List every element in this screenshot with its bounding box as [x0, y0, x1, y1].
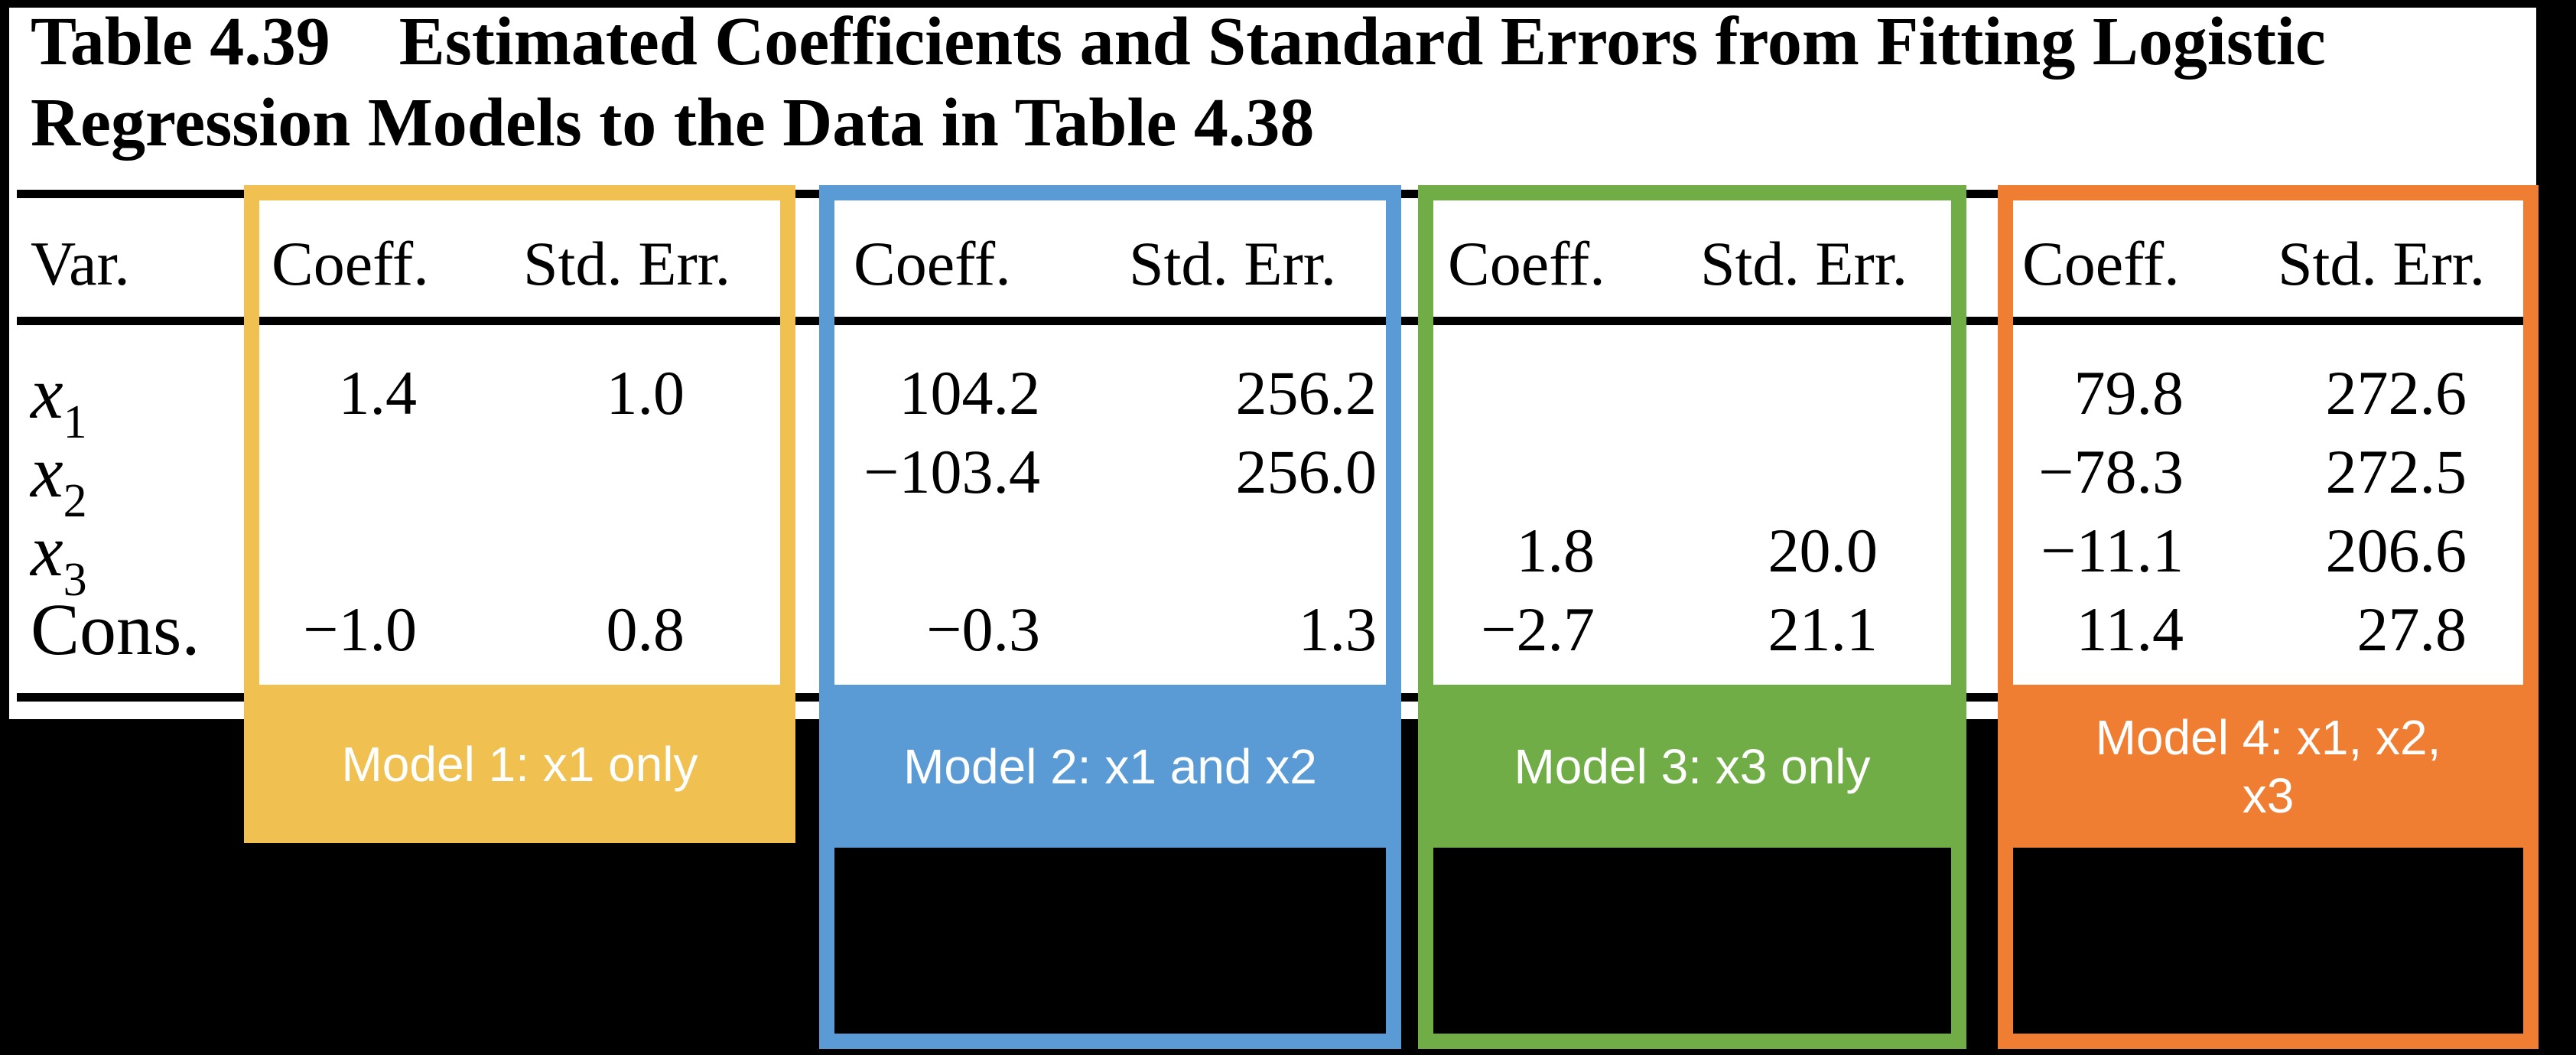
model1-stderr-cons: 0.8 [606, 594, 685, 664]
model4-label: Model 4: x1, x2, x3 [2095, 709, 2441, 823]
model4-coeff-x1: 79.8 [2073, 358, 2184, 428]
table-row-x1: x1 1.4 1.0 104.2 256.2 79.8 272.6 [9, 352, 2536, 448]
model4-highlight-box: Model 4: x1, x2, x3 [1998, 185, 2539, 1049]
table-rule-mid [17, 317, 2527, 325]
table-row-x2: x2 −103.4 256.0 −78.3 272.5 [9, 431, 2536, 527]
model2-stderr-cons: 1.3 [1298, 594, 1377, 664]
model3-label: Model 3: x3 only [1514, 738, 1871, 794]
model4-coeff-header: Coeff. [2022, 229, 2180, 298]
row-label-x3: x3 [31, 510, 87, 606]
model2-coeff-x2: −103.4 [864, 437, 1040, 506]
table-paper: Table 4.39 Estimated Coefficients and St… [9, 4, 2536, 719]
model4-coeff-x2: −78.3 [2038, 437, 2184, 506]
model4-coeff-x3: −11.1 [2041, 516, 2184, 585]
table-row-cons: Cons. −1.0 0.8 −0.3 1.3 −2.7 21.1 11.4 2… [9, 590, 2536, 669]
table-title: Table 4.39 Estimated Coefficients and St… [31, 2, 2326, 164]
model4-coeff-cons: 11.4 [2076, 594, 2184, 664]
model2-label-band: Model 2: x1 and x2 [819, 685, 1401, 848]
model2-stderr-x1: 256.2 [1235, 358, 1377, 428]
model1-coeff-header: Coeff. [272, 229, 429, 298]
model2-coeff-cons: −0.3 [926, 594, 1040, 664]
model3-stderr-header: Std. Err. [1700, 229, 1908, 298]
table-title-line2: Regression Models to the Data in Table 4… [31, 85, 1315, 161]
model1-stderr-header: Std. Err. [523, 229, 731, 298]
model2-stderr-x2: 256.0 [1235, 437, 1377, 506]
model2-coeff-x1: 104.2 [899, 358, 1041, 428]
model3-coeff-header: Coeff. [1448, 229, 1605, 298]
model3-label-band: Model 3: x3 only [1418, 685, 1966, 848]
model1-coeff-cons: −1.0 [303, 594, 417, 664]
model2-coeff-header: Coeff. [854, 229, 1011, 298]
model2-highlight-box: Model 2: x1 and x2 [819, 185, 1401, 1049]
model4-stderr-x1: 272.6 [2325, 358, 2467, 428]
row-label-cons: Cons. [31, 588, 200, 670]
model3-coeff-x3: 1.8 [1516, 516, 1595, 585]
model3-stderr-x3: 20.0 [1768, 516, 1878, 585]
table-row-x3: x3 1.8 20.0 −11.1 206.6 [9, 510, 2536, 606]
row-label-x2: x2 [31, 431, 87, 527]
model1-highlight-box: Model 1: x1 only [244, 185, 795, 843]
model1-stderr-x1: 1.0 [606, 358, 685, 428]
model1-label-band: Model 1: x1 only [244, 685, 795, 843]
model2-stderr-header: Std. Err. [1129, 229, 1337, 298]
model3-stderr-cons: 21.1 [1768, 594, 1878, 664]
model4-stderr-x3: 206.6 [2325, 516, 2467, 585]
model4-label-band: Model 4: x1, x2, x3 [1998, 685, 2539, 848]
model3-highlight-box: Model 3: x3 only [1418, 185, 1966, 1049]
model1-coeff-x1: 1.4 [338, 358, 418, 428]
table-title-line1: Table 4.39 Estimated Coefficients and St… [31, 4, 2326, 80]
model2-label: Model 2: x1 and x2 [903, 738, 1317, 794]
row-label-x1: x1 [31, 352, 87, 448]
model4-stderr-cons: 27.8 [2356, 594, 2467, 664]
var-column-header: Var. [31, 229, 130, 298]
model4-stderr-x2: 272.5 [2325, 437, 2467, 506]
model3-coeff-cons: −2.7 [1481, 594, 1595, 664]
model1-label: Model 1: x1 only [341, 736, 698, 792]
model4-stderr-header: Std. Err. [2278, 229, 2486, 298]
